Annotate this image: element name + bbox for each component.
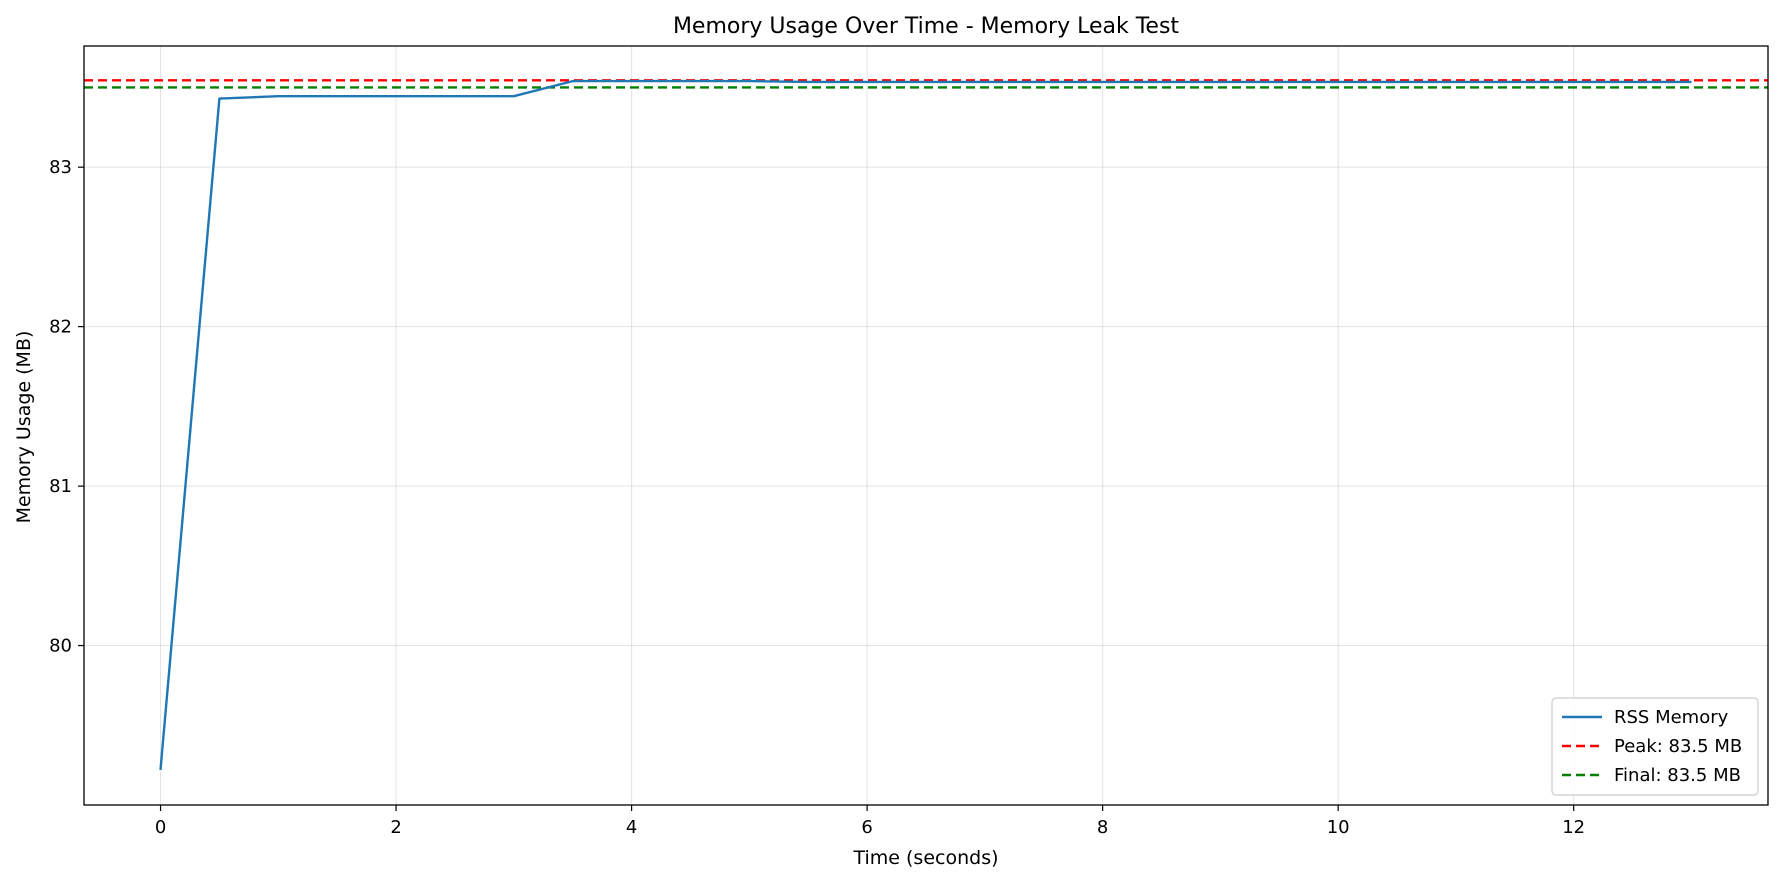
grid-layer: [84, 46, 1768, 805]
x-tick-label: 4: [626, 817, 637, 838]
y-tick-label: 83: [49, 157, 72, 178]
plot-layer: [84, 79, 1768, 771]
x-tick-label: 2: [390, 817, 401, 838]
plot-frame: [83, 45, 1769, 806]
y-axis-label: Memory Usage (MB): [13, 331, 35, 524]
chart-title: Memory Usage Over Time - Memory Leak Tes…: [673, 14, 1179, 39]
legend-entry-label: Peak: 83.5 MB: [1614, 736, 1742, 757]
series-line: [159, 79, 1692, 771]
legend: RSS Memory Peak: 83.5 MB Final: 83.5 MB: [1551, 697, 1759, 796]
x-tick-label: 6: [861, 817, 872, 838]
x-tick-label: 12: [1562, 817, 1585, 838]
x-axis-label: Time (seconds): [852, 847, 998, 869]
tick-layer: 0 2 4 6 8 10 12 80 81 82 83: [49, 157, 1585, 838]
legend-entry-label: RSS Memory: [1614, 707, 1729, 728]
y-tick-label: 82: [49, 317, 72, 338]
legend-box: [1551, 697, 1759, 796]
legend-entry-label: Final: 83.5 MB: [1614, 765, 1741, 786]
x-tick-label: 0: [155, 817, 166, 838]
y-tick-label: 81: [49, 476, 72, 497]
y-tick-label: 80: [49, 636, 72, 657]
x-tick-label: 8: [1097, 817, 1108, 838]
x-tick-label: 10: [1327, 817, 1350, 838]
